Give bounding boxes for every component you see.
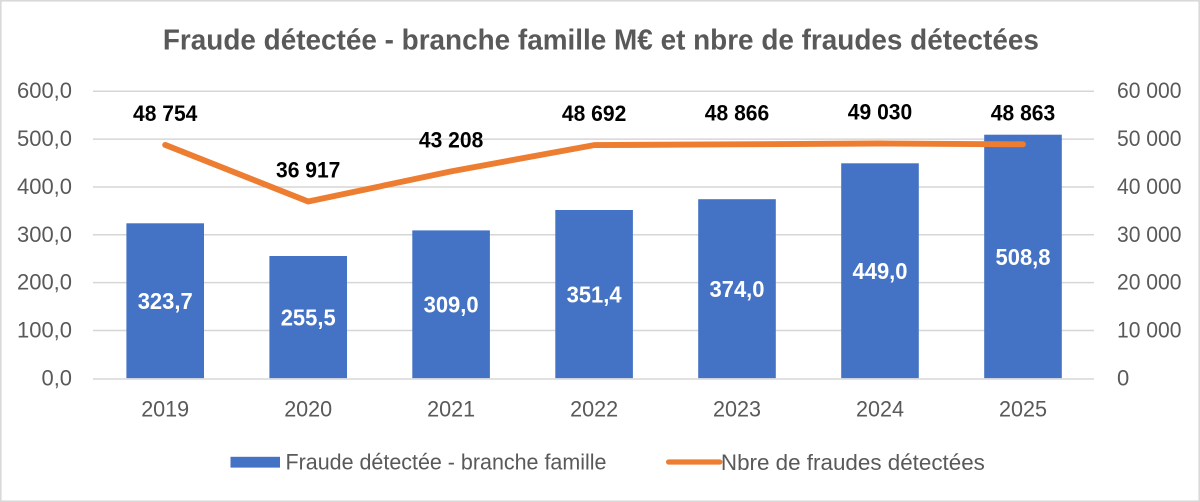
svg-text:10 000: 10 000	[1117, 318, 1182, 343]
svg-text:255,5: 255,5	[281, 304, 336, 330]
svg-text:200,0: 200,0	[17, 270, 72, 295]
svg-text:2020: 2020	[284, 397, 332, 422]
svg-text:309,0: 309,0	[424, 292, 479, 318]
svg-text:2019: 2019	[141, 397, 189, 422]
svg-text:100,0: 100,0	[17, 318, 72, 343]
svg-text:323,7: 323,7	[138, 288, 193, 314]
svg-text:40 000: 40 000	[1117, 174, 1182, 199]
svg-text:2021: 2021	[427, 397, 475, 422]
svg-text:60 000: 60 000	[1117, 78, 1182, 103]
svg-text:48 866: 48 866	[705, 100, 769, 125]
svg-text:Nbre de fraudes détectées: Nbre de fraudes détectées	[721, 450, 985, 475]
svg-text:Fraude détectée - branche fami: Fraude détectée - branche famille M€ et …	[163, 25, 1039, 57]
svg-text:2025: 2025	[999, 397, 1047, 422]
svg-text:2023: 2023	[713, 397, 761, 422]
svg-text:600,0: 600,0	[17, 78, 72, 103]
svg-text:30 000: 30 000	[1117, 222, 1182, 247]
svg-text:43 208: 43 208	[419, 128, 483, 153]
svg-text:49 030: 49 030	[848, 100, 912, 125]
svg-text:508,8: 508,8	[996, 244, 1051, 270]
svg-text:0,0: 0,0	[42, 366, 73, 391]
svg-text:374,0: 374,0	[710, 276, 765, 302]
svg-text:2022: 2022	[570, 397, 618, 422]
svg-text:351,4: 351,4	[567, 281, 622, 307]
svg-text:400,0: 400,0	[17, 174, 72, 199]
svg-text:0: 0	[1117, 366, 1129, 391]
svg-text:48 863: 48 863	[991, 100, 1055, 125]
svg-text:Fraude détectée - branche fami: Fraude détectée - branche famille	[286, 450, 607, 475]
svg-text:300,0: 300,0	[17, 222, 72, 247]
svg-text:36 917: 36 917	[276, 158, 340, 183]
svg-text:20 000: 20 000	[1117, 270, 1182, 295]
svg-text:48 692: 48 692	[562, 101, 626, 126]
svg-text:48 754: 48 754	[133, 101, 198, 126]
svg-text:449,0: 449,0	[853, 258, 908, 284]
svg-text:500,0: 500,0	[17, 126, 72, 151]
svg-text:2024: 2024	[856, 397, 904, 422]
svg-text:50 000: 50 000	[1117, 126, 1182, 151]
